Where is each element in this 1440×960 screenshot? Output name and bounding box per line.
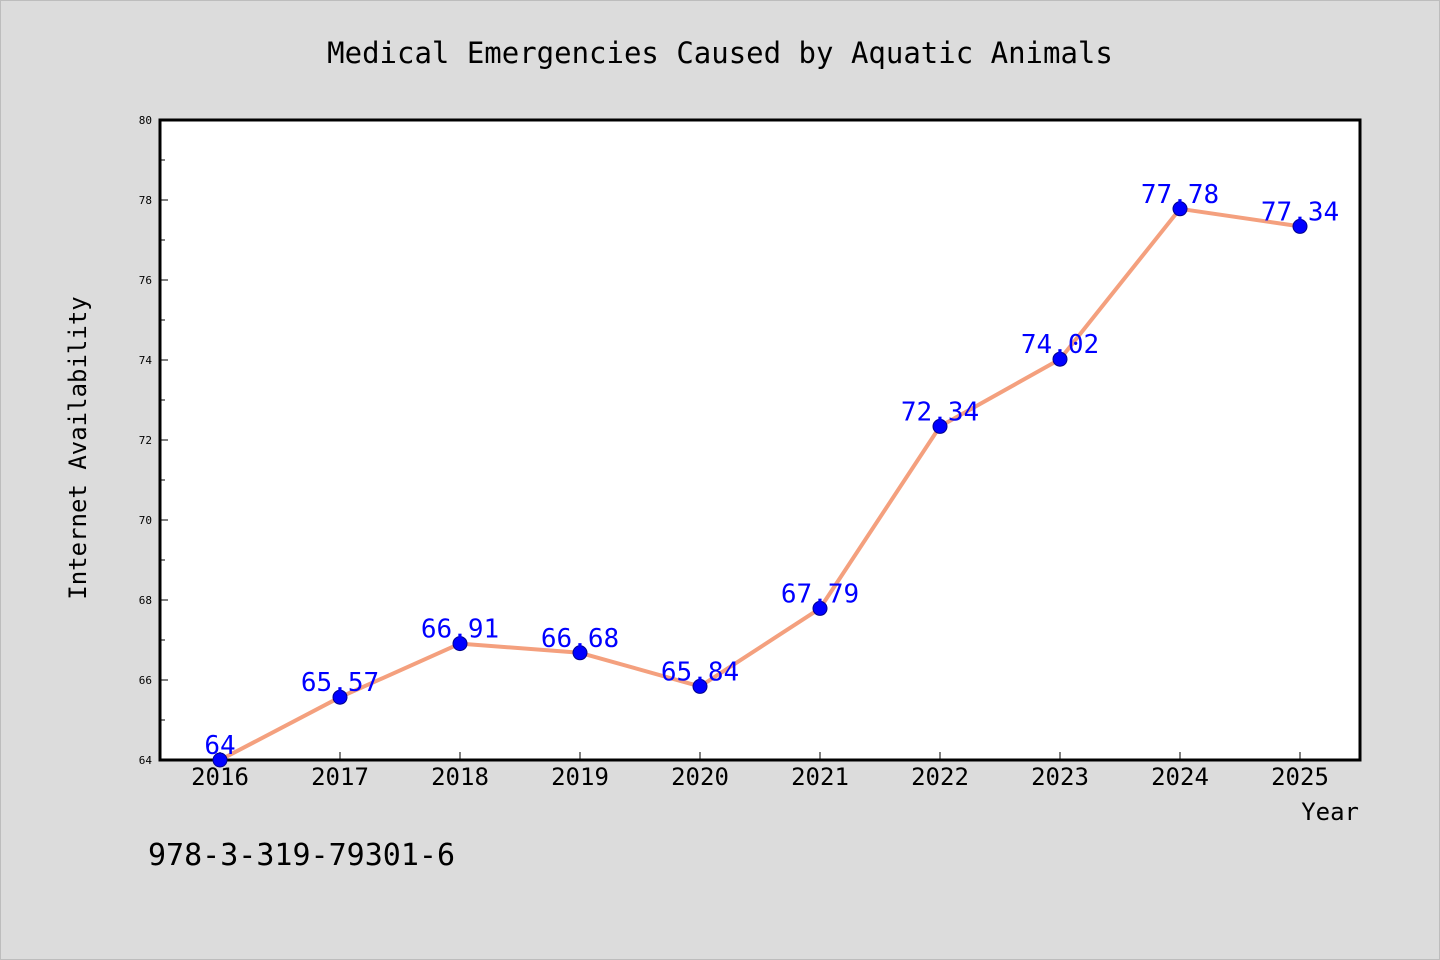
x-tick-label: 2025 — [1271, 763, 1329, 791]
series-line — [218, 206, 1302, 762]
y-tick-label: 74 — [139, 354, 153, 367]
data-label: 66.91 — [421, 615, 499, 645]
data-label: 65.57 — [301, 668, 379, 698]
chart-title: Medical Emergencies Caused by Aquatic An… — [327, 36, 1113, 70]
data-point — [692, 678, 708, 694]
data-label: 67.79 — [781, 579, 859, 609]
plot-frame — [158, 118, 1362, 762]
data-label: 77.78 — [1141, 180, 1219, 210]
data-point — [332, 689, 348, 705]
y-tick-label: 76 — [139, 274, 152, 287]
data-point — [452, 636, 468, 652]
data-label: 72.34 — [901, 397, 979, 427]
plot-area: 64 66 68 70 72 74 76 78 80 2016 2017 2018 2019 2020 20… — [139, 114, 1362, 791]
data-point — [1172, 201, 1188, 217]
data-point — [1292, 218, 1308, 234]
x-tick-label: 2018 — [431, 763, 489, 791]
data-label: 65.84 — [661, 657, 739, 687]
y-tick-label: 72 — [139, 434, 152, 447]
x-tick-label: 2020 — [671, 763, 729, 791]
x-tick-label: 2023 — [1031, 763, 1089, 791]
data-point — [212, 752, 228, 768]
x-tick-label: 2024 — [1151, 763, 1209, 791]
y-tick-label: 80 — [139, 114, 152, 127]
x-tick-label: 2019 — [551, 763, 609, 791]
data-point — [812, 600, 828, 616]
y-tick-label: 66 — [139, 674, 152, 687]
data-point — [932, 418, 948, 434]
x-tick-label: 2017 — [311, 763, 369, 791]
data-label: 77.34 — [1261, 197, 1339, 227]
y-tick-label: 70 — [139, 514, 152, 527]
y-tick-label: 78 — [139, 194, 152, 207]
data-point — [1052, 351, 1068, 367]
y-tick-label: 64 — [139, 754, 153, 767]
data-label: 64 — [204, 731, 235, 761]
y-axis-label: Internet Availability — [64, 296, 92, 599]
x-tick-label: 2022 — [911, 763, 969, 791]
x-tick-label: 2021 — [791, 763, 849, 791]
data-point — [572, 645, 588, 661]
x-tick-label: 2016 — [191, 763, 249, 791]
isbn-annotation: 978-3-319-79301-6 — [148, 838, 455, 873]
y-tick-label: 68 — [139, 594, 152, 607]
x-axis-label: Year — [1301, 798, 1359, 826]
data-label: 66.68 — [541, 624, 619, 654]
data-label: 74.02 — [1021, 330, 1099, 360]
